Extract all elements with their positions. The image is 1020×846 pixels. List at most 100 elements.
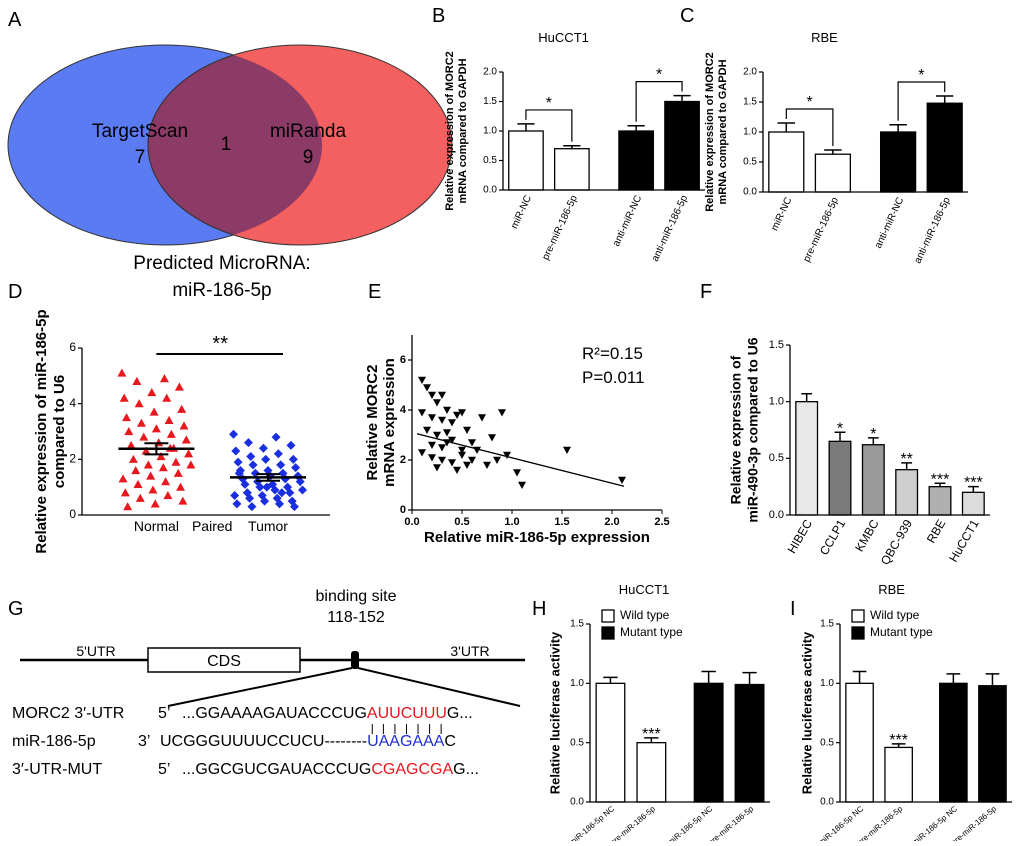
y-axis-title: Relative MORC2 xyxy=(364,365,381,481)
data-point xyxy=(463,426,471,434)
panel-label: D xyxy=(8,281,22,303)
data-point xyxy=(418,376,426,384)
data-point xyxy=(498,409,506,417)
significance-label: * xyxy=(918,67,924,84)
x-tick-label: pre-miR-186-5p xyxy=(706,804,755,841)
significance-label: * xyxy=(806,94,812,111)
chart-title: RBE xyxy=(878,582,905,597)
bar xyxy=(618,130,655,191)
data-point xyxy=(438,456,446,464)
data-point xyxy=(178,496,188,505)
data-point xyxy=(150,499,160,508)
y-tick-label: 0.5 xyxy=(769,452,784,464)
error-bar xyxy=(946,673,961,684)
x-tick-label: anti-miR-186-5p xyxy=(913,195,953,265)
significance-label: * xyxy=(546,95,552,112)
y-tick-label: 1.5 xyxy=(820,619,834,630)
panel-label: B xyxy=(432,5,445,27)
x-tick-label: anti-miR-NC xyxy=(611,194,644,248)
significance-label: *** xyxy=(642,726,661,743)
error-bar xyxy=(891,743,906,748)
x-tick-label: 1.0 xyxy=(504,516,519,528)
data-point xyxy=(418,409,426,417)
panel-label: F xyxy=(700,281,712,303)
error-bar xyxy=(834,431,846,442)
error-bar xyxy=(644,737,659,743)
venn-caption: miR-186-5p xyxy=(172,280,271,301)
data-point xyxy=(438,444,446,452)
bar xyxy=(664,100,700,191)
data-point xyxy=(245,493,255,503)
data-point xyxy=(270,485,280,495)
stat-annotation: P=0.011 xyxy=(582,368,645,387)
data-point xyxy=(156,452,166,461)
data-point xyxy=(122,413,131,422)
stat-annotation: R²=0.15 xyxy=(582,344,643,363)
data-point xyxy=(468,456,476,464)
bar xyxy=(884,746,913,803)
y-axis-title: Relative luciferase activity xyxy=(547,631,562,794)
bar xyxy=(636,742,667,803)
data-point xyxy=(174,382,184,391)
data-point xyxy=(120,488,130,497)
data-point xyxy=(261,454,271,464)
y-tick-label: 0.0 xyxy=(769,509,784,521)
significance-bracket xyxy=(897,81,946,121)
error-bar xyxy=(742,671,757,685)
x-tick-label: 0.5 xyxy=(454,516,469,528)
panel-label: G xyxy=(8,598,24,620)
data-point xyxy=(255,482,265,492)
bar xyxy=(814,153,852,193)
x-tick-label: Tumor xyxy=(248,518,288,534)
data-point xyxy=(143,460,153,469)
error-bar xyxy=(935,95,954,104)
error-bar xyxy=(889,124,907,132)
y-tick-label: 1.0 xyxy=(743,127,757,138)
data-point xyxy=(117,368,127,377)
data-point xyxy=(231,446,241,456)
venn-right-name: miRanda xyxy=(270,121,346,142)
panel-label: E xyxy=(368,281,381,303)
binding-site-label: binding site xyxy=(316,588,397,605)
x-tick-label: anti-miR-NC xyxy=(873,196,906,250)
data-point xyxy=(463,461,471,469)
zoom-line xyxy=(167,667,353,707)
error-bar xyxy=(563,145,581,149)
y-tick-label: 0.5 xyxy=(570,737,584,748)
venn-left-count: 7 xyxy=(135,147,146,168)
significance-label: *** xyxy=(964,475,983,492)
legend-swatch xyxy=(851,609,865,623)
data-point xyxy=(428,441,436,449)
error-bar xyxy=(852,670,867,684)
data-point xyxy=(271,432,281,442)
data-point xyxy=(250,468,260,478)
data-point xyxy=(298,485,307,495)
significance-bracket xyxy=(635,81,683,122)
bar xyxy=(693,682,724,803)
data-point xyxy=(448,459,456,467)
data-point xyxy=(428,391,436,399)
y-tick-label: 2.0 xyxy=(743,67,757,78)
y-tick-label: 0 xyxy=(69,507,76,521)
legend-label: Wild type xyxy=(870,608,920,622)
y-axis-title: Relative luciferase activity xyxy=(799,631,814,794)
significance-label: *** xyxy=(889,732,908,749)
y-tick-label: 0.5 xyxy=(820,737,834,748)
sequence: ...GGCGUCGAUACCCUGCGAGCGAG... xyxy=(182,761,479,778)
error-bar xyxy=(777,122,796,132)
x-tick-label: CCLP1 xyxy=(817,517,849,558)
legend-swatch xyxy=(601,626,615,640)
error-bar xyxy=(985,673,1000,686)
data-point xyxy=(158,463,168,472)
data-point xyxy=(119,393,129,402)
data-point xyxy=(230,491,240,501)
bar xyxy=(508,130,544,191)
fit-line xyxy=(416,433,625,487)
sequence-name: MORC2 3′-UTR xyxy=(12,705,124,722)
data-point xyxy=(448,436,456,444)
data-point xyxy=(458,446,466,454)
y-tick-label: 1.5 xyxy=(570,619,584,630)
y-tick-label: 2 xyxy=(400,454,406,466)
x-tick-label: miR-186-5p NC xyxy=(568,804,617,841)
region-label: 3'UTR xyxy=(450,643,489,659)
